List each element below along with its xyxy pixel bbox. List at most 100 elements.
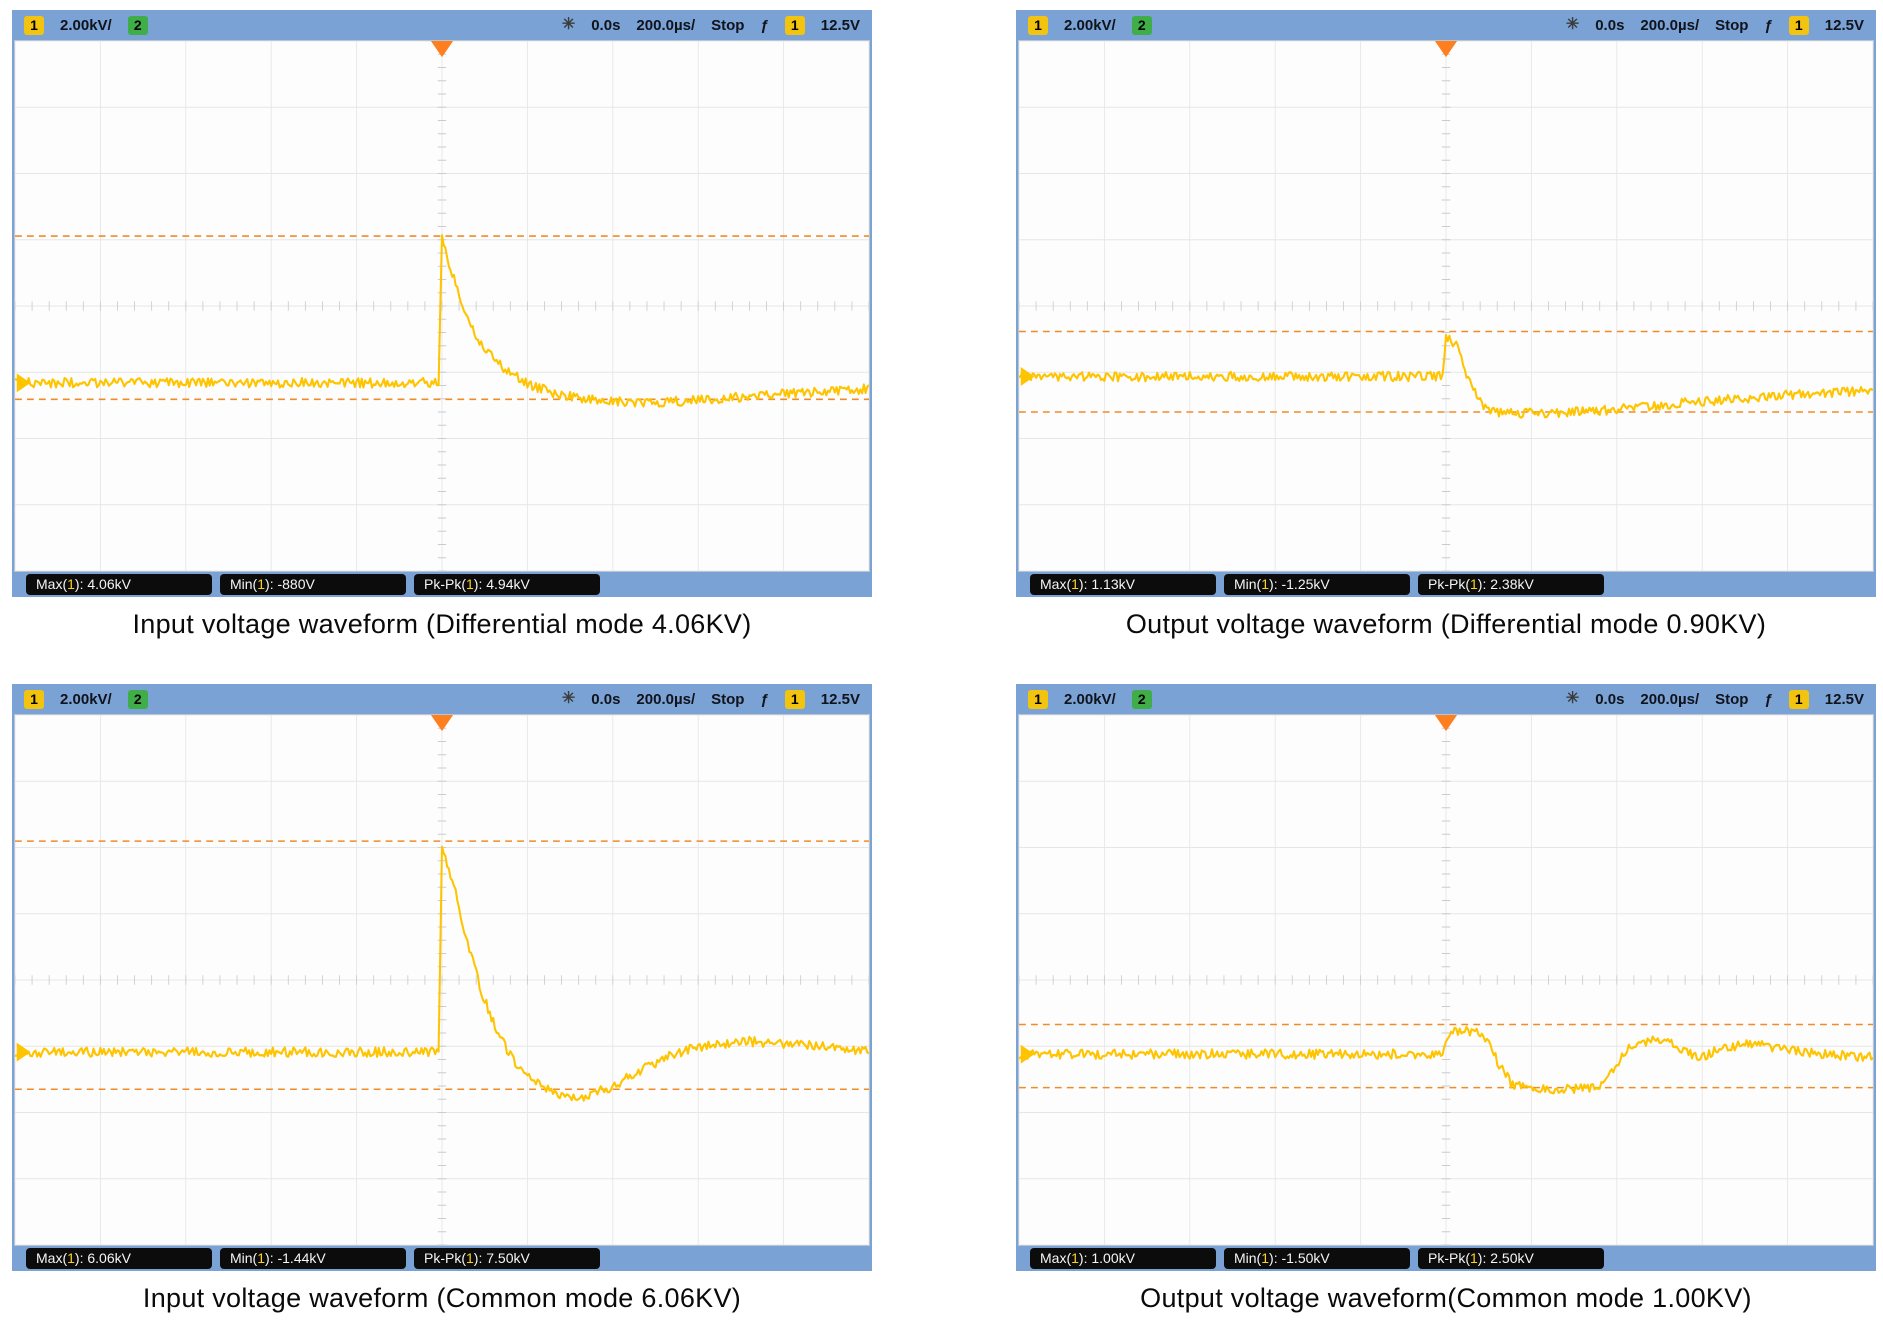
figure-cell-output-common: 1 2.00kV/ 2 ✳ 0.0s 200.0µs/ Stop ƒ 1 12.… [1016,684,1876,1314]
run-state: Stop [1715,16,1749,34]
min-measurement: Min(1): -1.50kV [1224,1248,1410,1269]
figure-cell-output-differential: 1 2.00kV/ 2 ✳ 0.0s 200.0µs/ Stop ƒ 1 12.… [1016,10,1876,640]
channel-1-badge: 1 [24,689,44,709]
run-state: Stop [711,16,745,34]
scope-header: 1 2.00kV/ 2 ✳ 0.0s 200.0µs/ Stop ƒ 1 12.… [1018,10,1874,40]
channel-2-badge: 2 [127,15,148,35]
oscilloscope-capture: 1 2.00kV/ 2 ✳ 0.0s 200.0µs/ Stop ƒ 1 12.… [1016,10,1876,597]
system-busy-icon: ✳ [1565,690,1580,707]
pkpk-value: 7.50kV [486,1250,530,1266]
close-paren: ): [265,1250,278,1266]
channel-number: 1 [257,576,266,592]
channel-number: 1 [1071,576,1079,592]
waveform-plot [15,715,869,1245]
channel-number: 1 [1470,576,1478,592]
channel-1-scale: 2.00kV/ [60,690,112,708]
trigger-level: 12.5V [1824,690,1864,708]
timebase: 200.0µs/ [636,16,696,34]
time-offset: 0.0s [591,16,621,34]
min-label: Min( [1234,576,1262,592]
channel-1-scale: 2.00kV/ [1064,690,1116,708]
channel-1-badge: 1 [1028,689,1048,709]
min-value: -880V [277,576,315,592]
figure-caption: Input voltage waveform (Differential mod… [132,609,752,639]
oscilloscope-capture: 1 2.00kV/ 2 ✳ 0.0s 200.0µs/ Stop ƒ 1 12.… [12,10,872,597]
close-paren: ): [74,1250,88,1266]
max-label: Max( [36,576,68,592]
channel-number: 1 [67,576,75,592]
close-paren: ): [265,576,278,592]
max-measurement: Max(1): 1.00kV [1030,1248,1216,1269]
system-busy-icon: ✳ [1565,16,1580,33]
figure-caption: Input voltage waveform (Common mode 6.06… [142,1283,742,1313]
channel-2-badge: 2 [1131,15,1152,35]
scope-screen [14,40,870,572]
max-label: Max( [36,1250,68,1266]
trigger-source-badge: 1 [784,15,805,35]
min-value: -1.25kV [1281,576,1330,592]
scope-screen [1018,40,1874,572]
measurement-bar: Max(1): 1.00kV Min(1): -1.50kV Pk-Pk(1):… [1018,1246,1874,1271]
channel-number: 1 [466,576,474,592]
close-paren: ): [74,576,88,592]
time-offset: 0.0s [591,690,621,708]
waveform-plot [15,41,869,571]
pkpk-label: Pk-Pk( [424,576,466,592]
close-paren: ): [473,1250,487,1266]
timebase: 200.0µs/ [636,690,696,708]
pkpk-measurement: Pk-Pk(1): 7.50kV [414,1248,600,1269]
pkpk-measurement: Pk-Pk(1): 2.38kV [1418,574,1604,595]
figure-cell-input-differential: 1 2.00kV/ 2 ✳ 0.0s 200.0µs/ Stop ƒ 1 12.… [12,10,872,640]
run-state: Stop [1715,690,1749,708]
trigger-edge-icon: ƒ [760,690,769,708]
close-paren: ): [1269,1250,1282,1266]
figure-caption: Output voltage waveform (Differential mo… [1125,609,1767,639]
channel-1-badge: 1 [1028,15,1048,35]
max-measurement: Max(1): 6.06kV [26,1248,212,1269]
measurement-bar: Max(1): 4.06kV Min(1): -880V Pk-Pk(1): 4… [14,572,870,597]
close-paren: ): [473,576,487,592]
figure-caption: Output voltage waveform(Common mode 1.00… [1140,1283,1752,1313]
oscilloscope-capture: 1 2.00kV/ 2 ✳ 0.0s 200.0µs/ Stop ƒ 1 12.… [12,684,872,1271]
pkpk-measurement: Pk-Pk(1): 2.50kV [1418,1248,1604,1269]
channel-1-badge: 1 [24,15,44,35]
trigger-edge-icon: ƒ [1764,690,1773,708]
max-value: 1.00kV [1091,1250,1135,1266]
max-value: 4.06kV [87,576,131,592]
channel-2-badge: 2 [127,689,148,709]
system-busy-icon: ✳ [561,690,576,707]
channel-number: 1 [1071,1250,1079,1266]
run-state: Stop [711,690,745,708]
max-label: Max( [1040,1250,1072,1266]
waveform-plot [1019,41,1873,571]
scope-screen [14,714,870,1246]
trigger-level: 12.5V [1824,16,1864,34]
max-measurement: Max(1): 4.06kV [26,574,212,595]
trigger-edge-icon: ƒ [1764,16,1773,34]
trigger-source-badge: 1 [784,689,805,709]
time-offset: 0.0s [1595,16,1625,34]
pkpk-label: Pk-Pk( [1428,1250,1470,1266]
pkpk-value: 4.94kV [486,576,530,592]
min-measurement: Min(1): -1.44kV [220,1248,406,1269]
timebase: 200.0µs/ [1640,690,1700,708]
timebase: 200.0µs/ [1640,16,1700,34]
channel-number: 1 [1261,576,1270,592]
scope-header: 1 2.00kV/ 2 ✳ 0.0s 200.0µs/ Stop ƒ 1 12.… [14,10,870,40]
min-value: -1.50kV [1281,1250,1330,1266]
measurement-bar: Max(1): 6.06kV Min(1): -1.44kV Pk-Pk(1):… [14,1246,870,1271]
max-value: 6.06kV [87,1250,131,1266]
min-label: Min( [230,1250,258,1266]
pkpk-value: 2.38kV [1490,576,1534,592]
trigger-source-badge: 1 [1788,15,1809,35]
close-paren: ): [1477,576,1491,592]
min-measurement: Min(1): -1.25kV [1224,574,1410,595]
figure-cell-input-common: 1 2.00kV/ 2 ✳ 0.0s 200.0µs/ Stop ƒ 1 12.… [12,684,872,1314]
close-paren: ): [1078,1250,1092,1266]
min-label: Min( [1234,1250,1262,1266]
pkpk-label: Pk-Pk( [424,1250,466,1266]
trigger-source-badge: 1 [1788,689,1809,709]
max-measurement: Max(1): 1.13kV [1030,574,1216,595]
scope-screen [1018,714,1874,1246]
